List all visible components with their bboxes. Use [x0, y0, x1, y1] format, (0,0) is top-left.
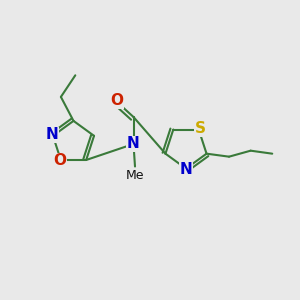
Text: O: O	[53, 153, 66, 168]
Text: S: S	[195, 121, 206, 136]
Text: N: N	[180, 162, 192, 177]
Text: Me: Me	[126, 169, 144, 182]
Text: O: O	[110, 93, 123, 108]
Text: N: N	[46, 128, 59, 142]
Text: N: N	[127, 136, 140, 152]
